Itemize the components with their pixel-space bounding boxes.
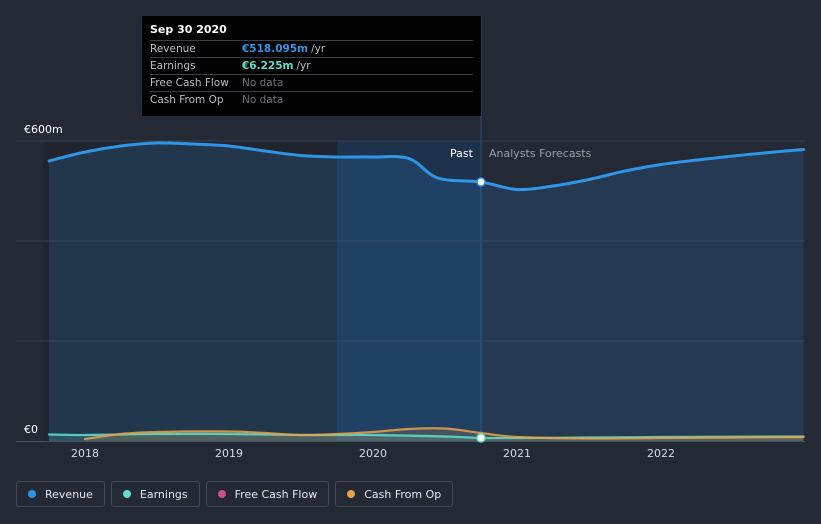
data-tooltip: Sep 30 2020 Revenue €518.095m /yr Earnin… [142, 16, 481, 116]
legend-label: Free Cash Flow [234, 487, 318, 501]
free-cash-flow-dot-icon [217, 490, 226, 498]
x-tick-label-2020: 2020 [359, 447, 387, 460]
earnings-dot-icon [122, 490, 131, 498]
y-tick-label-bottom: €0 [24, 423, 38, 436]
revenue-area [49, 142, 804, 441]
past-background-band [43, 141, 338, 441]
tooltip-row-revenue: Revenue €518.095m /yr [150, 40, 473, 57]
tooltip-row-cash-from-op: Cash From Op No data [150, 91, 473, 108]
revenue-marker [476, 177, 486, 187]
tooltip-label: Earnings [150, 60, 196, 72]
tooltip-value: No data [242, 94, 284, 106]
tooltip-value: €518.095m [242, 43, 309, 55]
cash-from-op-line [83, 427, 805, 441]
legend-item-cash-from-op[interactable]: Cash From Op [335, 481, 454, 507]
tooltip-label: Revenue [150, 43, 196, 55]
analysts-forecasts-label: Analysts Forecasts [489, 147, 592, 160]
earnings-line [47, 432, 805, 440]
legend-label: Revenue [45, 487, 93, 501]
tooltip-row-earnings: Earnings €6.225m /yr [150, 57, 473, 74]
tooltip-label: Cash From Op [150, 94, 224, 106]
earnings-marker [476, 433, 486, 443]
past-highlight-band [337, 141, 481, 441]
legend-item-free-cash-flow[interactable]: Free Cash Flow [205, 481, 330, 507]
past-label: Past [450, 147, 473, 160]
revenue-earnings-chart [16, 16, 806, 443]
legend-item-earnings[interactable]: Earnings [110, 481, 200, 507]
legend-item-revenue[interactable]: Revenue [16, 481, 105, 507]
tooltip-unit: /yr [311, 43, 326, 55]
cash-from-op-area [85, 428, 804, 441]
tooltip-label: Free Cash Flow [150, 77, 229, 89]
x-tick-label-2021: 2021 [503, 447, 531, 460]
tooltip-value: €6.225m [242, 60, 294, 72]
tooltip-value: No data [242, 77, 284, 89]
legend-label: Earnings [139, 487, 188, 501]
tooltip-unit: /yr [296, 60, 311, 72]
cash-from-op-dot-icon [347, 490, 356, 498]
legend-label: Cash From Op [364, 487, 442, 501]
y-tick-label-top: €600m [24, 123, 63, 136]
x-tick-label-2022: 2022 [647, 447, 675, 460]
tooltip-date: Sep 30 2020 [150, 23, 227, 36]
x-tick-label-2018: 2018 [71, 447, 99, 460]
x-tick-label-2019: 2019 [215, 447, 243, 460]
revenue-dot-icon [28, 490, 36, 498]
tooltip-row-free-cash-flow: Free Cash Flow No data [150, 74, 473, 91]
chart-legend: Revenue Earnings Free Cash Flow Cash Fro… [16, 481, 454, 507]
revenue-line [47, 141, 806, 192]
